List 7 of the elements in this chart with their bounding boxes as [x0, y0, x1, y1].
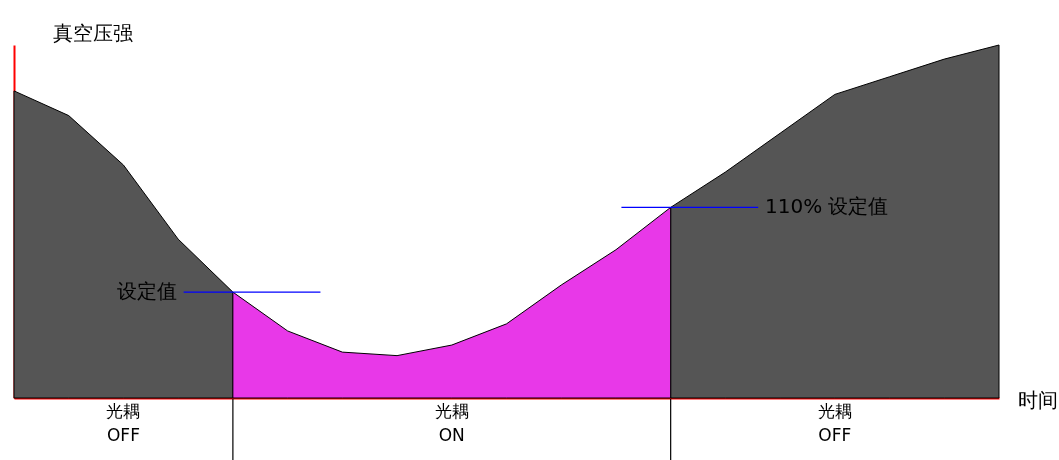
- ref-line-label: 110% 设定值: [764, 194, 889, 219]
- y-axis-title: 真空压强: [52, 20, 133, 45]
- text: 光耦 ON: [434, 401, 469, 445]
- x-axis-title: 时间: [1017, 387, 1058, 412]
- text: 光耦 OFF: [817, 401, 852, 445]
- ref-line-label: 设定值: [116, 279, 177, 304]
- text: 光耦 OFF: [106, 401, 141, 445]
